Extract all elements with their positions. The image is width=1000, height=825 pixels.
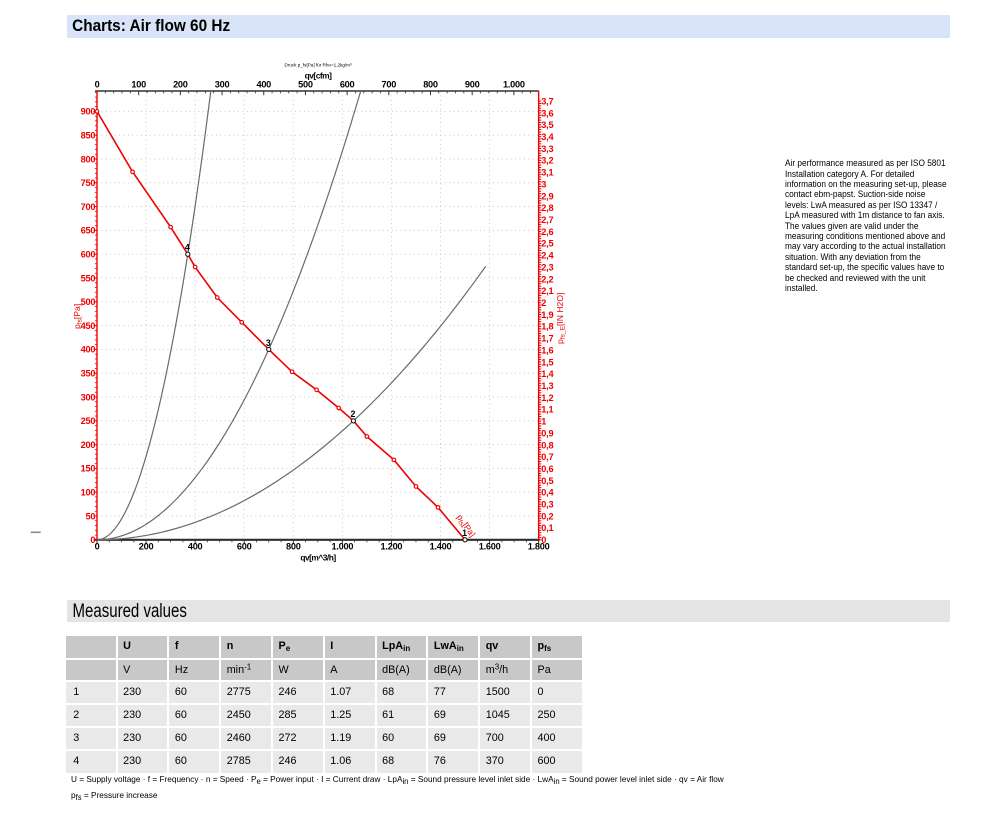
svg-text:3,4: 3,4: [541, 132, 554, 142]
svg-text:1.000: 1.000: [503, 80, 525, 90]
svg-text:300: 300: [81, 392, 96, 402]
svg-text:600: 600: [81, 250, 96, 260]
svg-text:2,9: 2,9: [541, 191, 553, 201]
svg-text:1,5: 1,5: [541, 357, 553, 367]
svg-text:pfs[Pa]: pfs[Pa]: [72, 304, 84, 329]
svg-text:450: 450: [81, 321, 96, 331]
svg-text:1.600: 1.600: [479, 542, 501, 552]
svg-text:2,5: 2,5: [541, 239, 553, 249]
svg-text:900: 900: [465, 80, 480, 90]
svg-text:700: 700: [81, 202, 96, 212]
svg-text:1.400: 1.400: [430, 542, 452, 552]
svg-text:0,2: 0,2: [541, 511, 553, 521]
svg-text:700: 700: [382, 80, 397, 90]
svg-text:0,6: 0,6: [541, 464, 553, 474]
svg-text:1,4: 1,4: [541, 369, 554, 379]
svg-text:100: 100: [81, 488, 96, 498]
svg-text:600: 600: [237, 542, 252, 552]
svg-text:2: 2: [541, 298, 546, 308]
svg-text:1: 1: [462, 528, 467, 538]
svg-text:2,6: 2,6: [541, 227, 553, 237]
svg-text:1: 1: [541, 417, 546, 427]
svg-text:2,7: 2,7: [541, 215, 553, 225]
svg-text:200: 200: [139, 542, 154, 552]
svg-text:100: 100: [131, 80, 146, 90]
svg-text:3,3: 3,3: [541, 144, 553, 154]
svg-text:2,4: 2,4: [541, 251, 554, 261]
svg-text:1.000: 1.000: [331, 542, 353, 552]
svg-text:500: 500: [298, 80, 313, 90]
svg-text:3,7: 3,7: [541, 96, 553, 106]
svg-text:1,7: 1,7: [541, 334, 553, 344]
svg-text:3,1: 3,1: [541, 168, 553, 178]
svg-text:800: 800: [81, 154, 96, 164]
svg-text:200: 200: [173, 80, 188, 90]
svg-text:4: 4: [185, 243, 190, 253]
svg-text:400: 400: [256, 80, 271, 90]
svg-text:0: 0: [541, 535, 546, 545]
svg-text:3,2: 3,2: [541, 156, 553, 166]
svg-text:1.800: 1.800: [528, 542, 550, 552]
svg-text:1,2: 1,2: [541, 393, 553, 403]
svg-text:500: 500: [81, 297, 96, 307]
svg-text:800: 800: [423, 80, 438, 90]
svg-text:900: 900: [81, 107, 96, 117]
svg-text:300: 300: [215, 80, 230, 90]
svg-text:600: 600: [340, 80, 355, 90]
svg-text:400: 400: [188, 542, 203, 552]
svg-text:2,8: 2,8: [541, 203, 553, 213]
svg-text:350: 350: [81, 369, 96, 379]
svg-text:0,9: 0,9: [541, 428, 553, 438]
svg-text:0,5: 0,5: [541, 476, 553, 486]
svg-text:850: 850: [81, 131, 96, 141]
svg-text:3,6: 3,6: [541, 108, 553, 118]
svg-text:2,1: 2,1: [541, 286, 553, 296]
svg-text:1,6: 1,6: [541, 345, 553, 355]
svg-text:1,3: 1,3: [541, 381, 553, 391]
svg-text:0: 0: [95, 542, 100, 552]
svg-text:3: 3: [266, 338, 271, 348]
svg-text:1,9: 1,9: [541, 310, 553, 320]
svg-text:1,8: 1,8: [541, 322, 553, 332]
svg-text:750: 750: [81, 178, 96, 188]
svg-text:0,4: 0,4: [541, 488, 554, 498]
svg-text:1,1: 1,1: [541, 405, 553, 415]
svg-text:0,1: 0,1: [541, 523, 553, 533]
svg-text:Druck p_fs[Pa] für Rho=1,2kg/m: Druck p_fs[Pa] für Rho=1,2kg/m³: [284, 63, 351, 68]
svg-text:800: 800: [286, 542, 301, 552]
svg-text:3: 3: [541, 179, 546, 189]
svg-text:0: 0: [95, 80, 100, 90]
svg-text:2,3: 2,3: [541, 262, 553, 272]
svg-text:0,8: 0,8: [541, 440, 553, 450]
svg-text:2,2: 2,2: [541, 274, 553, 284]
svg-text:650: 650: [81, 226, 96, 236]
svg-text:pfs_E[IN H2O]: pfs_E[IN H2O]: [555, 293, 567, 344]
svg-text:2: 2: [351, 409, 356, 419]
svg-text:400: 400: [81, 345, 96, 355]
svg-text:qv[cfm]: qv[cfm]: [305, 71, 332, 81]
svg-text:0,7: 0,7: [541, 452, 553, 462]
svg-text:0,3: 0,3: [541, 500, 553, 510]
svg-text:1.200: 1.200: [381, 542, 403, 552]
svg-text:50: 50: [85, 511, 95, 521]
svg-text:qv[m^3/h]: qv[m^3/h]: [300, 553, 336, 563]
svg-text:3,5: 3,5: [541, 120, 553, 130]
svg-text:250: 250: [81, 416, 96, 426]
svg-text:200: 200: [81, 440, 96, 450]
svg-text:0: 0: [90, 535, 95, 545]
svg-text:550: 550: [81, 273, 96, 283]
svg-text:150: 150: [81, 464, 96, 474]
